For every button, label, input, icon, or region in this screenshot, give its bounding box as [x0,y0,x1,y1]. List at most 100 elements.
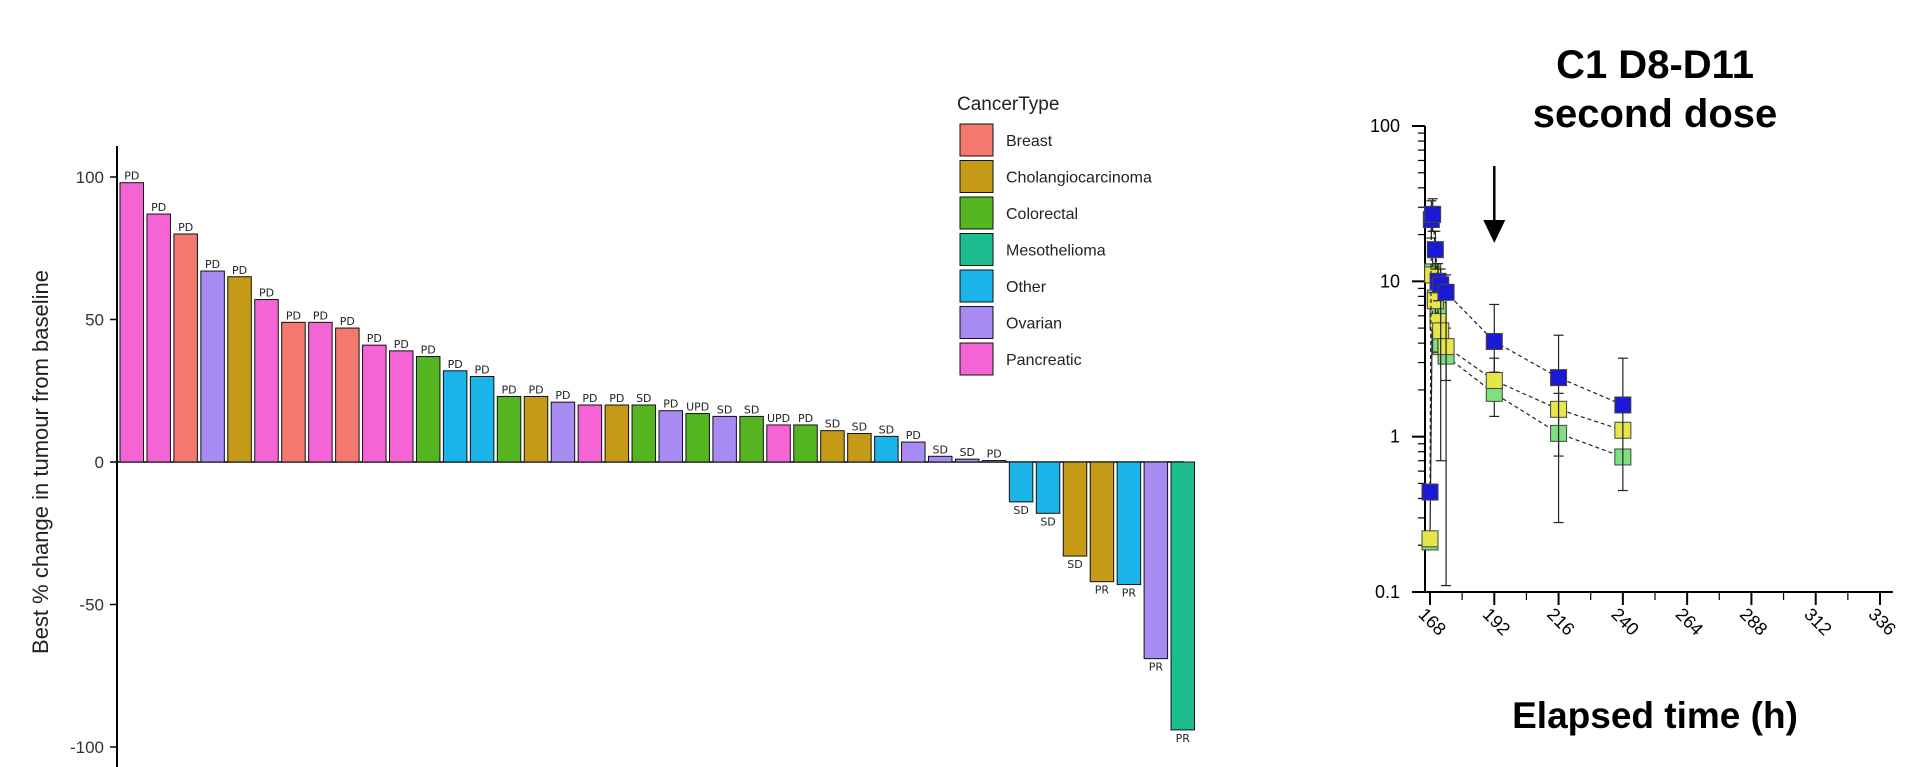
bar-response-label: PR [1149,661,1164,674]
bar-response-label: UPD [767,412,790,425]
bar-response-label: PD [286,309,301,322]
bar-response-label: PD [448,358,463,371]
bar [227,276,252,463]
bar-response-label: PD [178,221,193,234]
legend-label: Breast [1006,133,1053,150]
legend-swatch [959,160,994,193]
bar-response-label: PD [232,264,247,277]
bar [1116,461,1142,586]
legend-swatch [959,342,994,376]
x-tick-label: 216 [1543,604,1578,639]
bar [928,455,953,463]
bar [631,404,657,463]
legend-label: Colorectal [1006,206,1078,223]
x-ticks: 168 192 216 240 264 288 312 336 [1415,592,1900,639]
series-line [1429,214,1624,493]
data-point [1426,241,1444,259]
bar-response-label: PD [475,364,490,377]
y-tick-label: 0.1 [1375,582,1400,602]
series-line [1429,271,1624,542]
legend-swatch [959,306,994,339]
bar [712,415,737,463]
chart-title-line-2: second dose [1533,92,1778,136]
bar-response-label: PR [1095,584,1110,597]
bar-response-label: PD [394,338,409,351]
bar [577,404,603,463]
data-point [1421,483,1439,501]
bar-response-label: PR [1176,732,1191,745]
data-point [1485,332,1503,350]
y-tick-label: 50 [85,311,104,330]
bar [847,433,872,463]
bar-response-label: PD [582,392,597,405]
x-tick-label: 240 [1607,604,1642,639]
bar [362,344,387,463]
bar [1062,461,1088,557]
bar [766,424,791,463]
x-tick-label: 288 [1736,604,1771,639]
y-tick-label: 1 [1390,427,1400,447]
bar-response-label: SD [717,403,732,416]
legend-label: Ovarian [1006,316,1062,333]
legend-label: Other [1006,279,1047,296]
x-tick-label: 168 [1415,604,1450,639]
x-axis-label: Elapsed time (h) [1512,695,1798,736]
bar [739,415,764,463]
series [1421,198,1632,587]
bar [1143,461,1169,660]
legend-label: Pancreatic [1006,352,1082,369]
bar-response-label: PD [340,315,355,328]
bar-response-label: PD [663,398,678,411]
bar-response-label: SD [1067,558,1082,571]
x-tick-label: 312 [1800,604,1835,639]
bar [901,441,926,463]
legend-title: CancerType [957,94,1059,115]
waterfall-chart: Best % change in tumour from baseline 10… [28,94,1196,767]
bar [981,460,1007,463]
bar-response-label: PD [528,383,543,396]
data-point [1437,283,1455,301]
chart-title-line-1: C1 D8-D11 [1556,43,1754,87]
bar-response-label: PD [151,201,166,214]
bar-response-label: PD [609,392,624,405]
legend-swatch [959,233,994,266]
bar [335,327,360,463]
bar-response-label: PR [1122,587,1137,600]
y-tick-label: 10 [1380,271,1400,291]
bar-response-label: SD [879,423,894,436]
bar-response-label: SD [852,421,867,434]
bar [442,370,468,463]
data-point [1424,205,1442,223]
bar [658,410,683,463]
y-ticks: 100 50 0 -50 -100 [70,168,117,757]
bar-response-label: PD [259,287,274,300]
data-point [1421,530,1439,548]
x-tick-label: 336 [1865,604,1900,639]
bar [173,233,198,463]
series-line [1429,274,1624,539]
legend-swatch [959,269,994,303]
bar [820,430,845,463]
bar [119,182,144,463]
bar-response-label: PD [987,448,1002,461]
bar [308,321,333,463]
bar [954,458,980,463]
bar-response-label: PD [555,389,570,402]
dose-arrow-icon [1483,166,1506,243]
bar [550,401,576,463]
y-tick-label: -100 [70,738,104,757]
bar [523,395,549,463]
bar-response-label: PD [313,309,328,322]
bar-response-label: PD [501,383,516,396]
bar-response-label: PD [205,258,220,271]
legend-swatch [959,123,994,157]
bar-response-label: PD [367,332,382,345]
bar [1089,461,1115,583]
bar-response-label: PD [906,429,921,442]
bar [415,356,441,463]
legend-label: Cholangiocarcinoma [1006,170,1152,187]
y-tick-label: 0 [95,453,104,472]
bar-response-label: SD [1013,504,1028,517]
bar [1008,461,1034,503]
